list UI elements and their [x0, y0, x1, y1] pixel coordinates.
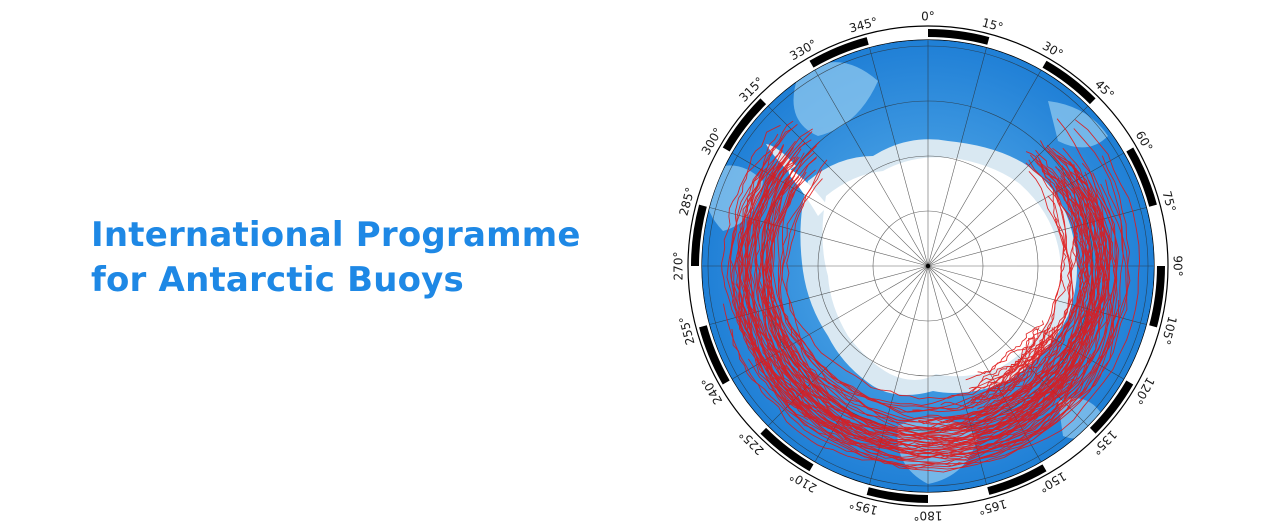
buoy-track [930, 158, 1084, 424]
parallel-circle [707, 45, 1149, 487]
title-line-1: International Programme [91, 215, 581, 255]
longitude-label: 180° [914, 509, 943, 523]
buoy-track [980, 161, 1109, 414]
buoy-track [729, 119, 1140, 473]
frame-bar-segment [760, 427, 814, 472]
meridian-line [927, 105, 1089, 267]
buoy-track [972, 327, 1051, 393]
buoy-track [766, 141, 1088, 430]
buoy-track [766, 181, 812, 389]
buoy-track [722, 299, 1120, 467]
frame-bar-segment [699, 325, 730, 385]
frame-bar-segment [809, 37, 869, 68]
south-pole-marker [925, 263, 931, 269]
meridian-line [709, 265, 929, 325]
longitude-label: 15° [980, 16, 1004, 35]
buoy-track [757, 176, 1074, 423]
buoy-track [761, 139, 1110, 431]
parallel-circle [817, 155, 1039, 377]
frame-bar-segment [1089, 380, 1134, 434]
meridian-line [767, 265, 929, 427]
buoy-track [965, 327, 1040, 381]
frame-bar-segment [1149, 266, 1165, 328]
buoy-track [732, 283, 1118, 460]
meridian-line [927, 152, 1124, 267]
buoy-track [786, 169, 1090, 419]
frame-bar-segment [1126, 147, 1157, 207]
title-line-2: for Antarctic Buoys [91, 260, 464, 300]
antarctica-land [822, 157, 1062, 380]
buoy-track [926, 166, 1091, 421]
frame-bar-segment [691, 204, 707, 266]
buoy-track [782, 311, 1075, 430]
frame-scale-bar [691, 29, 1165, 503]
buoy-track [940, 147, 1116, 459]
meridian-line [927, 70, 1042, 267]
buoy-track [970, 328, 1050, 404]
buoy-track [977, 344, 1053, 410]
buoy-track [743, 160, 833, 408]
parallel-circle [872, 210, 984, 322]
buoy-track [721, 120, 841, 441]
longitude-label: 0° [921, 10, 935, 24]
frame-bar-segment [866, 487, 928, 503]
title-block: International Programme for Antarctic Bu… [91, 213, 661, 303]
buoy-track [985, 328, 1038, 393]
buoy-track [738, 150, 1116, 460]
buoy-track [1005, 149, 1090, 418]
buoy-track [735, 169, 859, 445]
frame-bar-segment [987, 464, 1047, 495]
meridian-line [767, 105, 929, 267]
frame-bar-segment [722, 98, 767, 152]
buoy-track [759, 152, 1095, 431]
longitude-label: 270° [672, 252, 686, 281]
buoy-track [772, 159, 1072, 413]
buoy-track [765, 302, 1070, 442]
buoy-track [918, 185, 1082, 425]
buoy-track [744, 144, 1105, 454]
buoy-track [738, 162, 1111, 463]
buoy-track [968, 328, 1060, 390]
meridian-line [927, 47, 987, 267]
buoy-track [781, 159, 1065, 400]
meridian-line [869, 47, 929, 267]
longitude-label: 90° [1171, 255, 1185, 276]
buoy-track [730, 124, 821, 426]
buoy-track [754, 156, 1118, 454]
buoy-track [755, 156, 857, 436]
longitude-label: 75° [1159, 189, 1178, 213]
buoy-track [996, 326, 1056, 400]
buoy-track [945, 158, 1087, 425]
buoy-tracks [721, 118, 1140, 473]
buoy-track [921, 154, 1103, 446]
buoy-track [744, 128, 813, 409]
map-svg: 0° 15°30°45°60°75°90°105°120°135°150°165°… [672, 10, 1185, 523]
buoy-track [768, 156, 1074, 413]
meridian-line [814, 70, 929, 267]
buoy-track [766, 278, 1088, 440]
buoy-track [965, 166, 1094, 433]
buoy-track [919, 171, 1099, 436]
frame-bar-segment [928, 29, 990, 45]
buoy-track [932, 157, 1105, 432]
buoy-track [993, 340, 1047, 385]
buoy-track [735, 283, 1079, 457]
buoy-track [748, 128, 1124, 455]
buoy-track [748, 155, 1131, 451]
antarctic-buoy-map: 0° 15° 30° 45° 60° 75° 90° 105° 120° 135° 150° 165°… [668, 6, 1188, 526]
buoy-track [969, 332, 1063, 414]
buoy-track [992, 168, 1067, 397]
meridian-line [927, 265, 1042, 462]
buoy-track [967, 327, 1055, 405]
meridian-line [927, 207, 1147, 267]
frame-bar-segment [1042, 60, 1096, 105]
meridian-line [709, 207, 929, 267]
